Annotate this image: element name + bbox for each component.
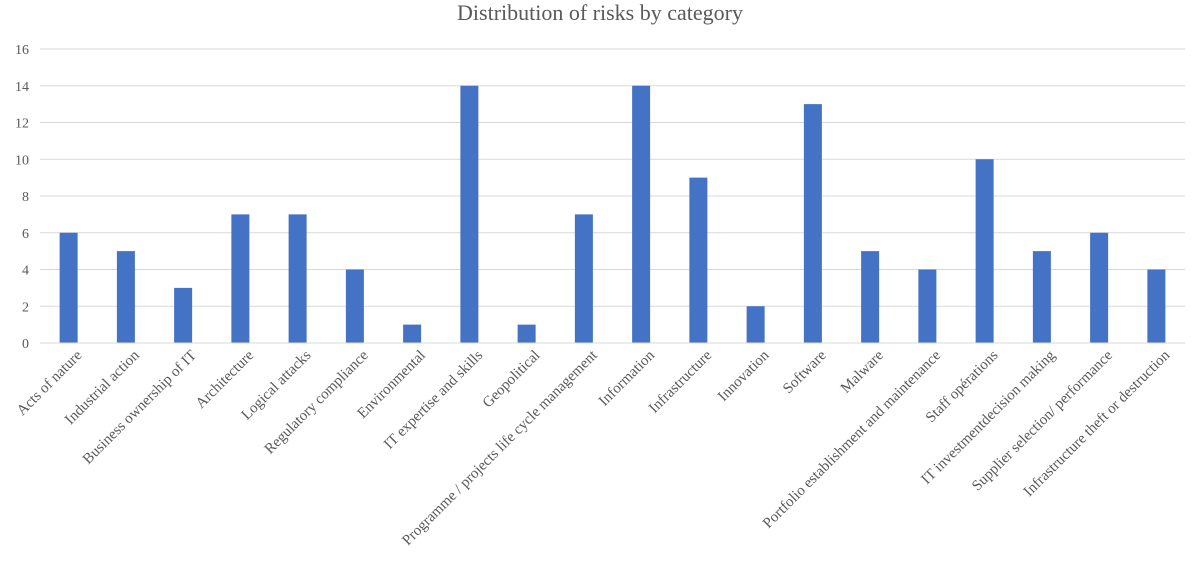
x-tick-label: Software <box>780 347 830 397</box>
bar <box>574 214 593 343</box>
x-tick-label: Regulatory compliance <box>262 347 372 457</box>
x-tick-label: Information <box>596 347 658 409</box>
x-tick-label: Programme / projects life cycle manageme… <box>399 347 601 549</box>
y-tick-label: 12 <box>15 117 29 132</box>
bar <box>1090 232 1109 343</box>
y-tick-label: 16 <box>15 43 29 58</box>
bar <box>231 214 250 343</box>
bar <box>1147 269 1166 343</box>
bar <box>918 269 937 343</box>
bar <box>288 214 307 343</box>
bar <box>975 159 994 343</box>
bar <box>403 324 422 343</box>
y-tick-label: 6 <box>22 227 29 242</box>
bar <box>632 85 651 343</box>
bar <box>689 177 708 343</box>
y-tick-label: 10 <box>15 153 29 168</box>
gridlines <box>40 48 1185 307</box>
bar <box>1032 251 1051 343</box>
y-tick-label: 0 <box>22 337 29 352</box>
bar <box>460 85 479 343</box>
x-tick-label: IT expertise and skills <box>381 347 486 452</box>
x-tick-label: Business ownership of IT <box>80 348 200 468</box>
bar <box>517 324 536 343</box>
bar <box>116 251 135 343</box>
bars <box>59 85 1166 343</box>
bar <box>345 269 364 343</box>
bar <box>174 287 193 343</box>
bar <box>746 306 765 343</box>
y-tick-label: 4 <box>22 264 29 279</box>
y-tick-label: 2 <box>22 300 29 315</box>
y-axis: 0 2 4 6 8 10 12 14 16 <box>15 43 29 352</box>
bar <box>59 232 78 343</box>
y-tick-label: 8 <box>22 190 29 205</box>
bar <box>861 251 880 343</box>
x-tick-label: Malware <box>838 347 887 396</box>
chart-title: Distribution of risks by category <box>457 0 743 25</box>
y-tick-label: 14 <box>15 80 29 95</box>
x-tick-label: Innovation <box>715 347 773 405</box>
bar <box>803 104 822 343</box>
